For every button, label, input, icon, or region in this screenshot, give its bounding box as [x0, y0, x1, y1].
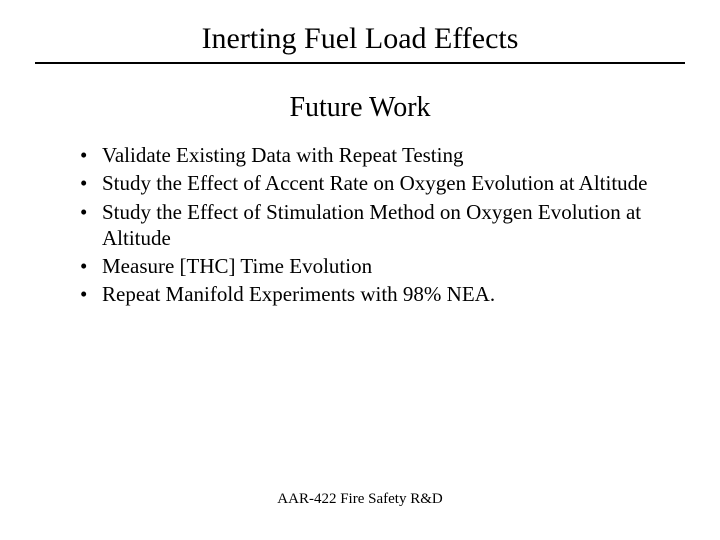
- title-underline: [35, 62, 685, 64]
- list-item: Repeat Manifold Experiments with 98% NEA…: [80, 281, 670, 307]
- footer-text: AAR-422 Fire Safety R&D: [0, 491, 720, 508]
- sub-title: Future Work: [50, 92, 670, 124]
- list-item: Measure [THC] Time Evolution: [80, 253, 670, 279]
- list-item: Validate Existing Data with Repeat Testi…: [80, 142, 670, 168]
- bullet-list: Validate Existing Data with Repeat Testi…: [50, 142, 670, 308]
- main-title: Inerting Fuel Load Effects: [50, 22, 670, 56]
- slide-container: Inerting Fuel Load Effects Future Work V…: [0, 0, 720, 540]
- list-item: Study the Effect of Stimulation Method o…: [80, 199, 670, 252]
- list-item: Study the Effect of Accent Rate on Oxyge…: [80, 170, 670, 196]
